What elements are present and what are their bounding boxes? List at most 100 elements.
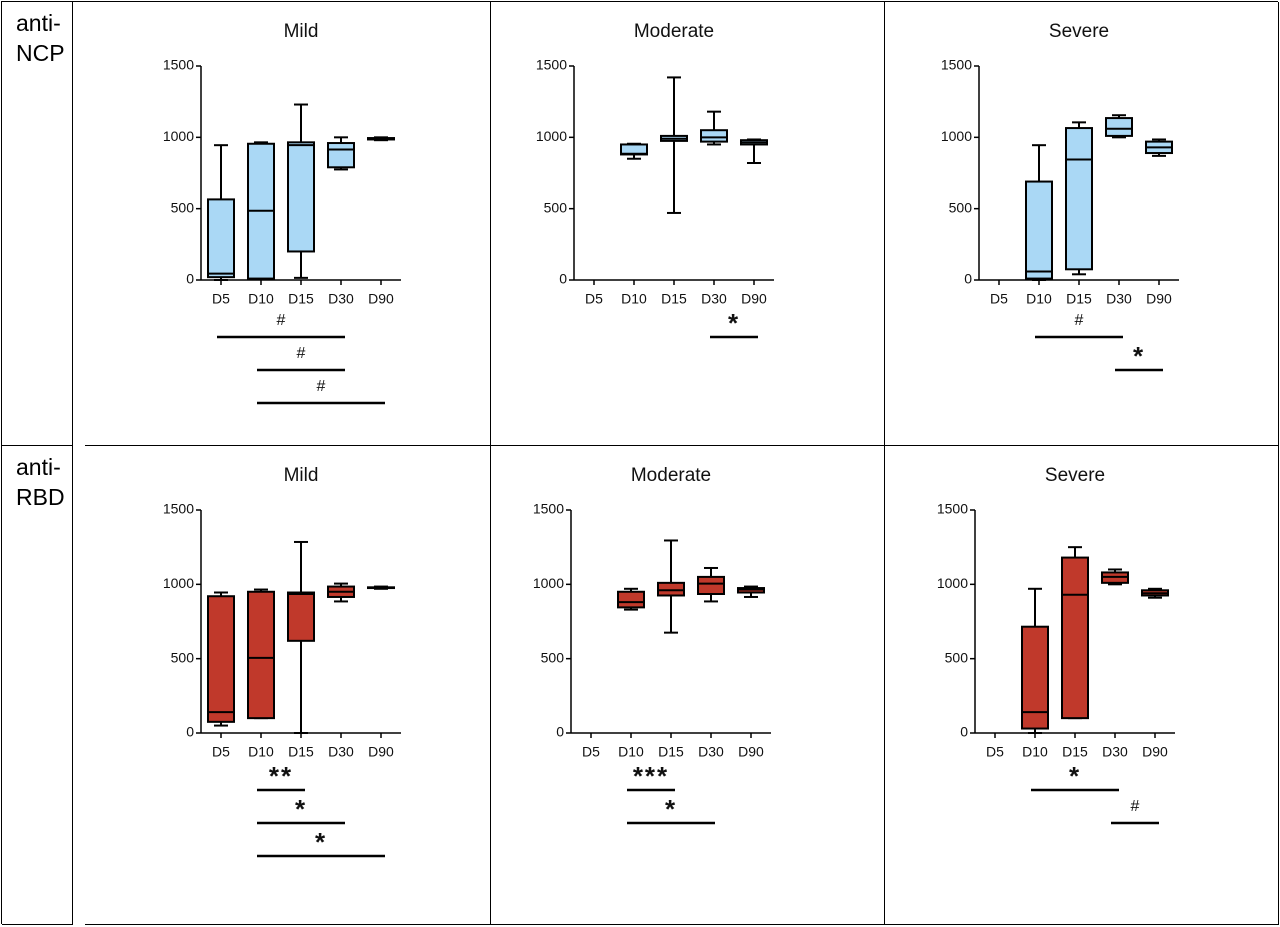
box <box>287 591 315 642</box>
box <box>697 575 725 595</box>
significance-label: ** <box>269 761 293 791</box>
box <box>1061 556 1089 720</box>
significance-label: * <box>665 794 677 824</box>
y-tick-label: 500 <box>541 649 565 665</box>
significance-label: * <box>295 794 307 824</box>
y-tick-label: 1500 <box>163 501 194 517</box>
chart-title: Severe <box>1045 465 1105 486</box>
chart-title: Mild <box>284 21 319 42</box>
y-tick-label: 500 <box>171 199 195 215</box>
box <box>1065 127 1093 271</box>
significance-label: * <box>315 827 327 857</box>
x-tick-label: D30 <box>701 291 727 307</box>
x-tick-label: D15 <box>658 744 684 760</box>
chart: Moderate 0 500 1000 1500 D5 D10 D15 D30 D90 **** <box>533 465 771 825</box>
chart-cell: Mild 0 500 1000 1500 D5 D10 D15 D30 D90 # # # <box>85 2 491 446</box>
significance-label: *** <box>633 761 669 791</box>
chart: Severe 0 500 1000 1500 D5 D10 D15 D30 D90 # * <box>941 21 1179 372</box>
y-tick-label: 500 <box>171 649 195 665</box>
row-label: anti-RBD <box>2 446 73 925</box>
box <box>657 581 685 597</box>
significance-label: # <box>317 378 326 395</box>
significance-label: # <box>1131 798 1140 815</box>
x-tick-label: D10 <box>1022 744 1048 760</box>
box <box>287 141 315 253</box>
box <box>617 590 645 609</box>
box <box>1105 117 1133 137</box>
x-tick-label: D15 <box>1062 744 1088 760</box>
x-tick-label: D15 <box>288 744 314 760</box>
x-tick-label: D90 <box>1142 744 1168 760</box>
x-tick-label: D90 <box>368 744 394 760</box>
x-tick-label: D10 <box>1026 291 1052 307</box>
significance-label: # <box>1075 312 1084 329</box>
chart: Severe 0 500 1000 1500 D5 D10 D15 D30 D90 * # <box>937 465 1175 825</box>
x-tick-label: D5 <box>212 744 230 760</box>
box <box>207 595 235 723</box>
box <box>1025 180 1053 280</box>
chart: Mild 0 500 1000 1500 D5 D10 D15 D30 D90 # # # <box>163 21 401 405</box>
x-tick-label: D10 <box>248 744 274 760</box>
y-tick-label: 1000 <box>937 575 968 591</box>
x-tick-label: D10 <box>618 744 644 760</box>
significance-label: * <box>1133 341 1145 371</box>
significance-label: * <box>1069 761 1081 791</box>
x-tick-label: D15 <box>661 291 687 307</box>
box <box>1021 625 1049 730</box>
x-tick-label: D90 <box>1146 291 1172 307</box>
y-tick-label: 1500 <box>941 57 972 73</box>
y-tick-label: 0 <box>964 271 972 287</box>
y-tick-label: 1000 <box>536 128 567 144</box>
box <box>207 198 235 279</box>
x-tick-label: D30 <box>1102 744 1128 760</box>
chart-cell: Severe 0 500 1000 1500 D5 D10 D15 D30 D90 # * <box>885 2 1279 446</box>
chart-title: Moderate <box>634 21 714 42</box>
y-tick-label: 1000 <box>533 575 564 591</box>
x-tick-label: D15 <box>288 291 314 307</box>
x-tick-label: D15 <box>1066 291 1092 307</box>
y-tick-label: 1500 <box>536 57 567 73</box>
y-tick-label: 500 <box>949 199 973 215</box>
box <box>700 129 728 143</box>
significance-label: * <box>728 308 740 338</box>
chart-cell: Moderate 0 500 1000 1500 D5 D10 D15 D30 D90 *** * <box>491 446 885 925</box>
significance-label: # <box>297 345 306 362</box>
y-tick-label: 0 <box>186 724 194 740</box>
box <box>327 142 355 169</box>
chart-title: Moderate <box>631 465 711 486</box>
chart-cell: Severe 0 500 1000 1500 D5 D10 D15 D30 D90 * # <box>885 446 1279 925</box>
y-tick-label: 0 <box>556 724 564 740</box>
chart: Moderate 0 500 1000 1500 D5 D10 D15 D30 D90* <box>536 21 774 339</box>
significance-label: # <box>277 312 286 329</box>
row-label: anti-NCP <box>2 2 73 446</box>
x-tick-label: D30 <box>698 744 724 760</box>
x-tick-label: D10 <box>248 291 274 307</box>
y-tick-label: 500 <box>544 199 568 215</box>
x-tick-label: D5 <box>990 291 1008 307</box>
y-tick-label: 0 <box>960 724 968 740</box>
y-tick-label: 1500 <box>533 501 564 517</box>
y-tick-label: 1000 <box>941 128 972 144</box>
x-tick-label: D5 <box>582 744 600 760</box>
x-tick-label: D5 <box>212 291 230 307</box>
chart-title: Severe <box>1049 21 1109 42</box>
y-tick-label: 1000 <box>163 575 194 591</box>
x-tick-label: D90 <box>738 744 764 760</box>
chart-title: Mild <box>284 465 319 486</box>
x-tick-label: D5 <box>986 744 1004 760</box>
y-tick-label: 0 <box>186 271 194 287</box>
box <box>247 590 275 720</box>
x-tick-label: D90 <box>741 291 767 307</box>
chart-cell: Mild 0 500 1000 1500 D5 D10 D15 D30 D90 ** * * <box>85 446 491 925</box>
x-tick-label: D30 <box>328 291 354 307</box>
y-tick-label: 1500 <box>937 501 968 517</box>
x-tick-label: D10 <box>621 291 647 307</box>
x-tick-label: D90 <box>368 291 394 307</box>
y-tick-label: 1000 <box>163 128 194 144</box>
x-tick-label: D30 <box>328 744 354 760</box>
x-tick-label: D5 <box>585 291 603 307</box>
x-tick-label: D30 <box>1106 291 1132 307</box>
y-tick-label: 500 <box>945 649 969 665</box>
